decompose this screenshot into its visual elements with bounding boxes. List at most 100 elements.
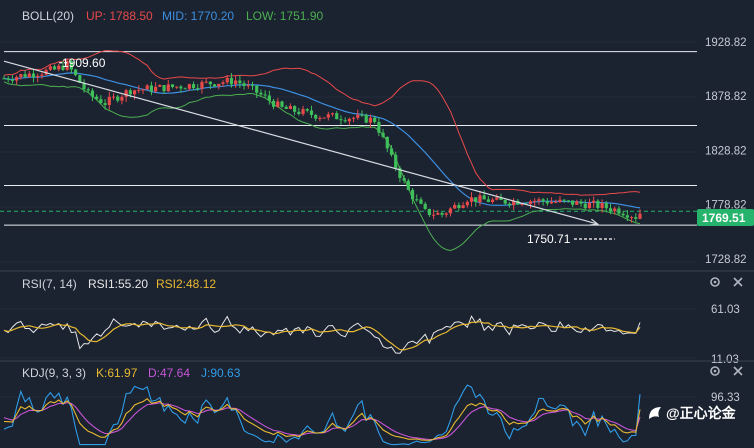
candle-body [297, 111, 301, 114]
candle-body [137, 89, 141, 91]
candle-body [469, 197, 474, 202]
candle-body [575, 201, 579, 205]
kdj-k-label: K:61.97 [96, 366, 138, 380]
candle-body [419, 199, 423, 204]
rsi-name: RSI(7, 14) [22, 277, 77, 291]
candle-body [280, 101, 284, 107]
candle-body [255, 85, 259, 93]
candle-body [347, 118, 351, 122]
descending-trendline [3, 60, 598, 225]
candle-body [423, 203, 427, 209]
candle-body [482, 195, 486, 200]
price-tick-label: 1778.82 [705, 200, 747, 212]
kdj-settings-icon[interactable] [710, 366, 720, 376]
candle-body [183, 88, 187, 90]
kdj-k-line [3, 397, 641, 441]
candle-body [533, 200, 537, 202]
boll-name: BOLL(20) [22, 9, 74, 23]
bollinger-bands [3, 50, 641, 252]
candle-body [554, 201, 558, 203]
candle-body [406, 180, 410, 190]
candle-body [389, 148, 394, 155]
candle-body [335, 113, 339, 120]
candle-body [82, 82, 86, 90]
candle-body [36, 75, 40, 78]
candle-body [528, 201, 533, 205]
candle-body [196, 88, 200, 90]
candle-body [99, 99, 103, 104]
candle-body [31, 73, 36, 78]
candle-body [545, 201, 549, 204]
candle-body [638, 213, 642, 219]
candle-body [238, 80, 242, 84]
candle-body [520, 203, 524, 205]
candle-body [583, 203, 587, 209]
candle-body [250, 85, 255, 87]
candle-body [191, 84, 196, 89]
high-annotation: 1909.60 [62, 56, 106, 70]
candle-body [444, 213, 448, 215]
candle-body [549, 201, 554, 204]
candle-body [95, 96, 99, 100]
kdj-close-icon[interactable] [733, 366, 743, 376]
candle-body [276, 101, 280, 107]
candle-body [74, 69, 78, 76]
candle-body [19, 74, 23, 77]
candle-body [596, 200, 600, 209]
candle-body [229, 77, 234, 85]
candle-body [364, 114, 368, 123]
candle-body [436, 212, 440, 215]
candle-body [217, 83, 221, 87]
candle-body [461, 205, 465, 208]
rsi-close-icon[interactable] [733, 277, 743, 287]
candle-body [571, 200, 575, 205]
candle-body [512, 200, 516, 206]
candle-body [495, 197, 499, 200]
candle-body [10, 79, 15, 81]
candle-body [23, 74, 27, 78]
candle-body [284, 106, 288, 109]
candle-body [166, 84, 170, 92]
candle-body [600, 203, 604, 209]
rsi-settings-icon[interactable] [710, 277, 720, 287]
price-panel: 1928.82 1878.82 1828.82 1778.82 1728.82 BOLL… [0, 9, 754, 266]
candle-body [558, 199, 562, 202]
candle-body [267, 95, 271, 101]
candle-body [368, 117, 373, 123]
candle-body [175, 86, 179, 88]
candle-body [187, 84, 191, 89]
price-tick-label: 1728.82 [705, 254, 747, 266]
candle-body [621, 213, 625, 216]
candle-body [301, 109, 305, 114]
kdj-d-label: D:47.64 [148, 366, 190, 380]
candle-body [141, 89, 145, 91]
trendline [3, 60, 615, 240]
rsi-tick-lower: 11.03 [711, 354, 739, 366]
candle-body [132, 90, 137, 95]
price-tick-label: 1878.82 [705, 91, 747, 103]
candle-body [503, 200, 507, 204]
candle-body [111, 96, 116, 98]
candle-body [486, 199, 490, 202]
candle-body [116, 96, 120, 101]
candle-body [2, 78, 6, 80]
candle-body [145, 85, 149, 90]
candle-body [499, 197, 503, 201]
candle-body [221, 82, 225, 84]
candle-body [293, 106, 297, 112]
brand-text: @正心论金 [666, 405, 737, 421]
candle-body [474, 197, 478, 203]
candle-body [465, 201, 469, 206]
candle-body [356, 114, 360, 118]
candle-body [225, 77, 229, 83]
candle-body [170, 84, 175, 87]
candle-body [448, 208, 453, 214]
candle-body [52, 66, 57, 70]
candle-body [204, 81, 208, 83]
candle-body [48, 66, 52, 70]
candle-body [415, 199, 419, 201]
last-price-value: 1769.51 [702, 211, 746, 225]
candle-body [398, 168, 402, 179]
